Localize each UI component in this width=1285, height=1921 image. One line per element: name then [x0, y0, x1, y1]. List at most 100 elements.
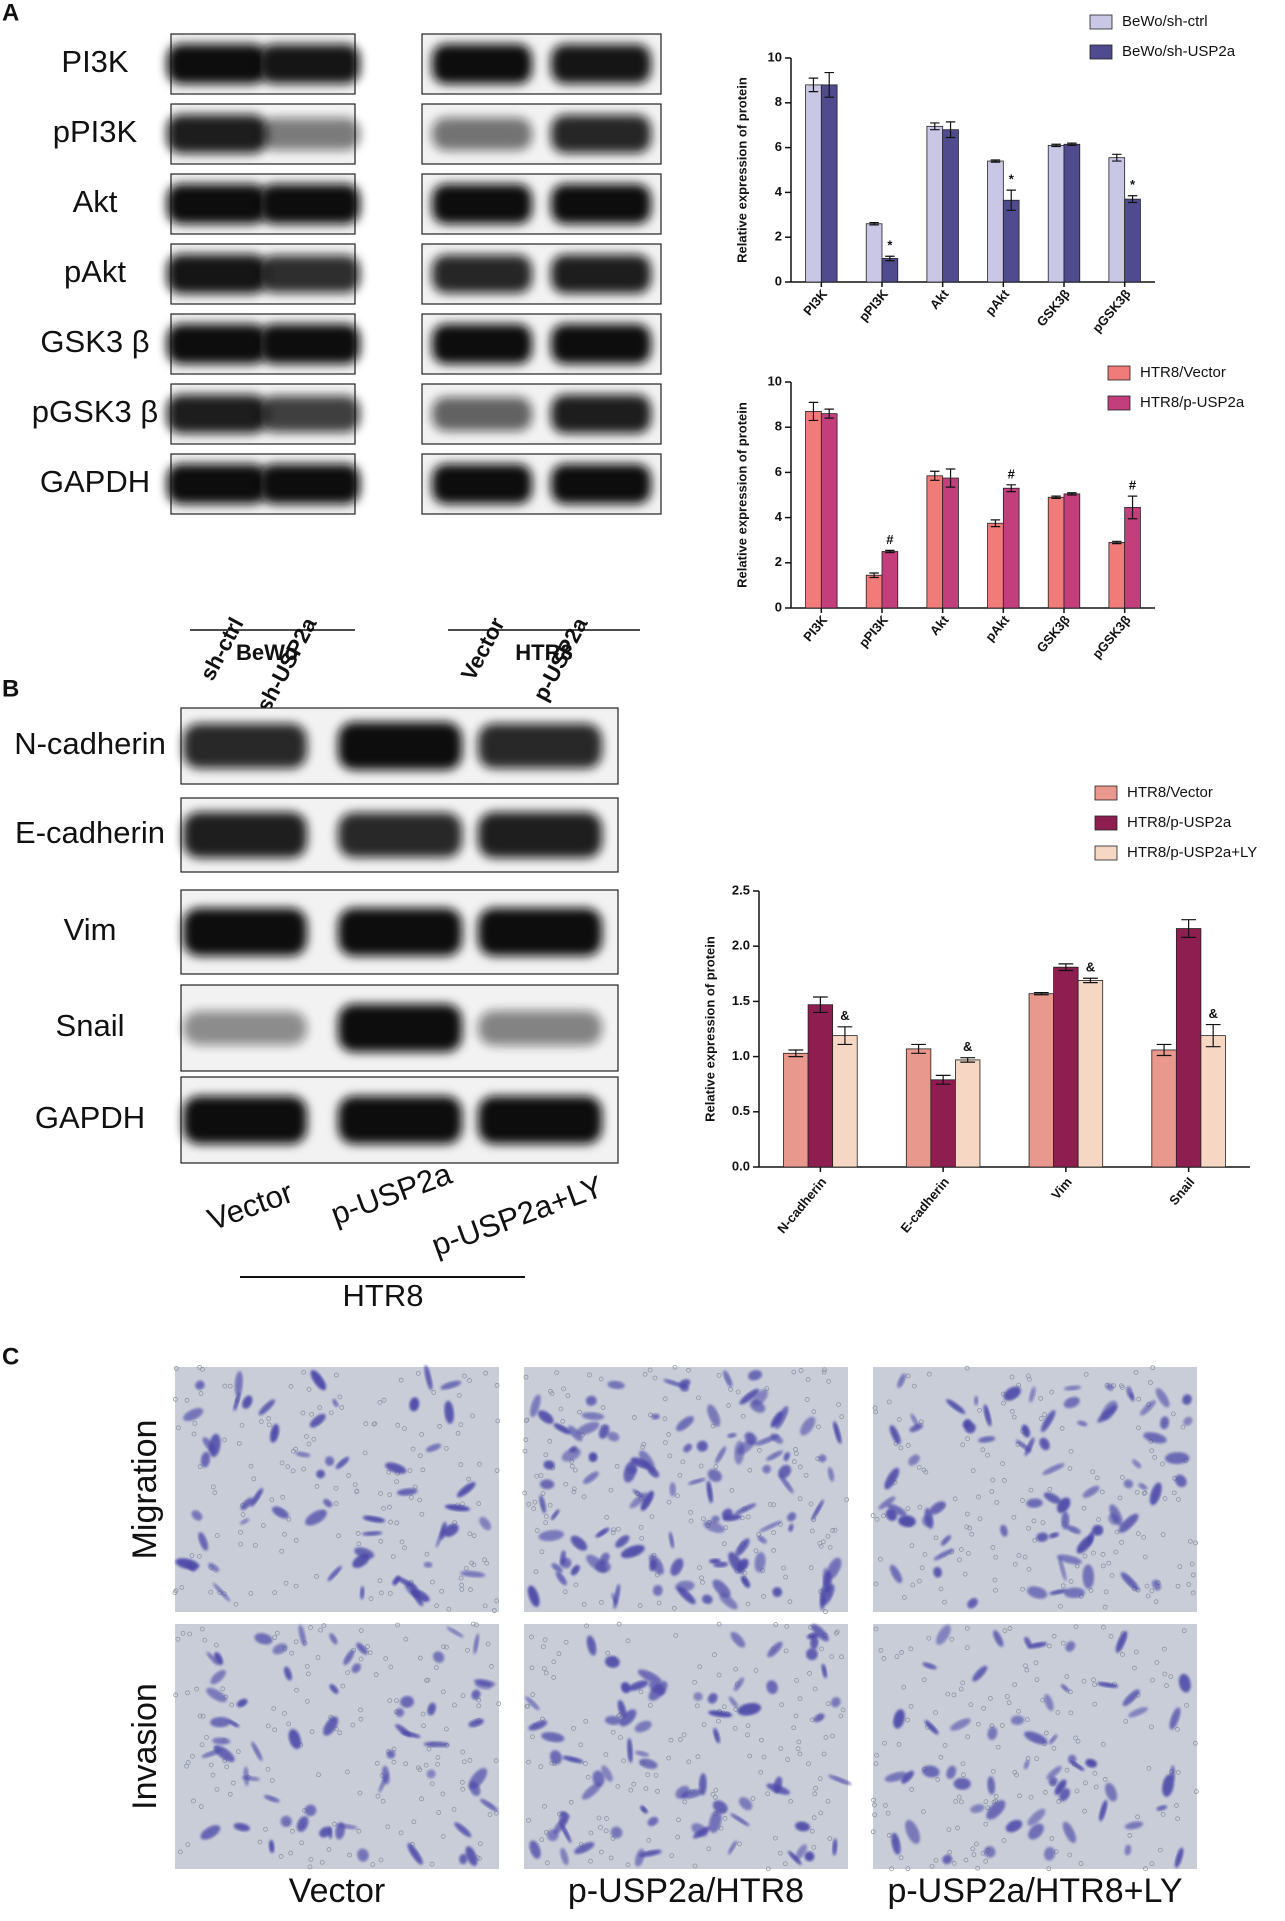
pore — [1176, 1497, 1181, 1502]
pore — [662, 1416, 668, 1422]
cell — [1070, 1760, 1085, 1771]
pore — [524, 1417, 530, 1423]
pore — [1074, 1788, 1080, 1794]
pore — [872, 1812, 878, 1818]
cell — [1040, 1410, 1056, 1433]
pore — [452, 1702, 457, 1708]
blot-band — [478, 1096, 602, 1144]
pore — [779, 1702, 785, 1708]
cell — [254, 1633, 273, 1645]
pore — [745, 1732, 750, 1738]
pore — [992, 1577, 998, 1583]
pore — [1055, 1710, 1061, 1715]
bar — [1047, 496, 1065, 609]
blot-band — [432, 464, 532, 504]
x-tick-label: pAkt — [982, 286, 1012, 318]
pore — [526, 1501, 532, 1507]
cell — [670, 1558, 684, 1576]
pore — [424, 1551, 430, 1557]
pore — [357, 1790, 363, 1796]
pore — [1059, 1426, 1065, 1431]
cell — [635, 1750, 650, 1757]
y-tick-label: 1.5 — [732, 993, 750, 1008]
pore — [598, 1599, 604, 1605]
pore — [695, 1754, 701, 1760]
pore — [1028, 1487, 1034, 1493]
cell — [1046, 1765, 1062, 1780]
pore — [964, 1625, 970, 1631]
pore — [204, 1735, 209, 1740]
pore — [1067, 1466, 1073, 1471]
pore — [1042, 1412, 1048, 1417]
pore — [1078, 1861, 1084, 1866]
pore — [1160, 1532, 1166, 1537]
pore — [197, 1553, 202, 1559]
pore — [542, 1803, 547, 1809]
pore — [745, 1514, 751, 1520]
pore — [411, 1819, 417, 1825]
legend-swatch — [1094, 785, 1118, 801]
pore — [819, 1646, 824, 1652]
pore — [307, 1864, 313, 1870]
cell — [1064, 1587, 1085, 1599]
cell — [651, 1413, 660, 1420]
cell — [1024, 1636, 1032, 1648]
pore — [778, 1746, 784, 1751]
pore — [1190, 1590, 1196, 1596]
cell — [586, 1554, 607, 1573]
cell — [329, 1684, 339, 1694]
pore — [455, 1430, 461, 1436]
pore — [272, 1635, 278, 1640]
pore — [919, 1565, 925, 1571]
pore — [356, 1828, 362, 1834]
cell — [617, 1700, 627, 1718]
cell — [739, 1388, 760, 1405]
pore — [1092, 1682, 1097, 1688]
pore — [677, 1737, 683, 1742]
cell — [283, 1666, 292, 1681]
cell — [386, 1750, 396, 1759]
pore — [240, 1512, 246, 1518]
pore — [1184, 1702, 1189, 1708]
cell — [680, 1384, 689, 1392]
pore — [377, 1578, 383, 1584]
pore — [1096, 1517, 1102, 1522]
pore — [951, 1860, 957, 1866]
pore — [551, 1675, 557, 1680]
pore — [663, 1440, 668, 1445]
cell — [663, 1379, 683, 1387]
pore — [787, 1599, 793, 1605]
pore — [1068, 1710, 1074, 1716]
cell — [830, 1697, 841, 1708]
cell — [779, 1474, 794, 1494]
pore — [279, 1548, 285, 1554]
pore — [1011, 1514, 1017, 1520]
pore — [1123, 1718, 1129, 1724]
lane-label: p-USP2a — [326, 1156, 457, 1232]
pore — [603, 1828, 609, 1834]
pore — [1100, 1563, 1106, 1569]
pore — [417, 1655, 423, 1661]
pore — [420, 1711, 426, 1717]
pore — [652, 1375, 658, 1381]
blot-band — [551, 464, 651, 504]
pore — [1101, 1624, 1106, 1630]
cell — [702, 1594, 713, 1605]
pore — [1145, 1593, 1151, 1599]
pore — [395, 1422, 401, 1428]
pore — [883, 1803, 888, 1808]
cell — [627, 1466, 638, 1474]
pore — [798, 1368, 804, 1373]
pore — [263, 1826, 268, 1832]
pore — [289, 1828, 295, 1834]
cell — [583, 1471, 599, 1484]
pore — [793, 1451, 799, 1456]
cell — [588, 1452, 598, 1463]
pore — [827, 1836, 833, 1841]
pore — [532, 1499, 538, 1505]
panel-label: C — [2, 1343, 19, 1370]
pore — [431, 1390, 437, 1395]
significance: & — [1208, 1006, 1217, 1021]
cell — [728, 1840, 737, 1855]
cell — [1042, 1463, 1065, 1475]
